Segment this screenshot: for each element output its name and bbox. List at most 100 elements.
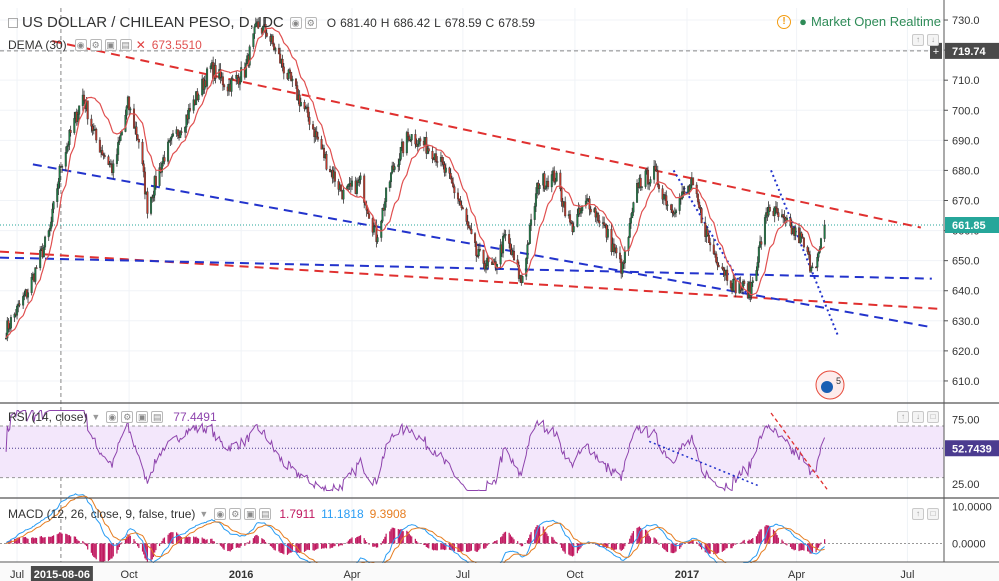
candle xyxy=(485,259,488,274)
eye-icon[interactable]: ◉ xyxy=(74,39,87,51)
source-icon[interactable]: ▣ xyxy=(136,411,149,423)
candle-body xyxy=(254,22,257,28)
candle xyxy=(35,265,38,269)
chevron-down-icon[interactable]: ▼ xyxy=(199,509,209,519)
candle-body xyxy=(39,250,42,269)
close-icon[interactable]: ✕ xyxy=(135,38,146,52)
candle xyxy=(465,207,468,225)
settings-icon[interactable]: ⚙ xyxy=(229,508,242,520)
candle xyxy=(469,225,472,231)
candle xyxy=(388,180,391,192)
candle-body xyxy=(649,179,652,184)
candle-body xyxy=(91,125,94,131)
candle-body xyxy=(214,65,217,79)
candle xyxy=(661,185,664,204)
candle xyxy=(68,129,71,151)
macd-value-3: 9.3908 xyxy=(369,507,407,521)
move-up-icon[interactable]: ↑ xyxy=(912,508,924,520)
candle-body xyxy=(152,195,155,198)
eye-icon[interactable]: ◉ xyxy=(289,16,302,29)
eye-icon[interactable]: ◉ xyxy=(106,411,119,423)
candle-body xyxy=(416,143,419,147)
candle xyxy=(594,205,597,223)
move-up-icon[interactable]: ↑ xyxy=(897,411,909,423)
candle-body xyxy=(648,182,651,185)
minimize-pane-icon[interactable]: ↓ xyxy=(927,34,939,46)
candle-body xyxy=(449,173,452,179)
candle xyxy=(402,141,405,157)
candle xyxy=(48,224,51,236)
candle-body xyxy=(709,242,712,246)
candle-body xyxy=(274,47,277,51)
candle-body xyxy=(86,100,89,120)
candle-body xyxy=(554,180,557,183)
candle xyxy=(78,105,81,120)
rsi-trendline-red xyxy=(770,412,828,490)
last-price-badge-bg xyxy=(945,217,999,234)
candle xyxy=(477,243,480,259)
settings-icon[interactable]: ⚙ xyxy=(89,39,102,51)
high-label: H xyxy=(380,15,390,30)
candle-body xyxy=(414,134,417,145)
collapse-icon[interactable] xyxy=(8,17,18,28)
rsi-background xyxy=(0,425,944,479)
candle-body xyxy=(298,94,301,107)
candle-body xyxy=(450,178,453,184)
candle-body xyxy=(192,99,195,111)
candle-body xyxy=(380,220,383,238)
candle-body xyxy=(409,139,412,142)
maximize-pane-icon[interactable]: □ xyxy=(927,508,939,520)
candle-body xyxy=(355,180,358,194)
more-icon[interactable]: ▤ xyxy=(259,508,272,520)
candle xyxy=(298,90,301,113)
maximize-pane-icon[interactable]: □ xyxy=(927,411,939,423)
candle-body xyxy=(316,136,319,140)
candle xyxy=(163,150,166,165)
candle xyxy=(467,221,470,229)
settings-icon[interactable]: ⚙ xyxy=(121,411,134,423)
candle xyxy=(453,184,456,199)
candle-body xyxy=(467,225,470,229)
candle-body xyxy=(628,223,631,238)
more-icon[interactable]: ▤ xyxy=(151,411,164,423)
candle-body xyxy=(418,138,421,145)
candle xyxy=(393,163,396,173)
candle xyxy=(135,121,138,142)
chevron-down-icon[interactable]: ▼ xyxy=(91,412,101,422)
warning-icon[interactable]: ! xyxy=(777,14,792,29)
candle xyxy=(223,83,226,91)
candle xyxy=(154,169,157,190)
candle xyxy=(528,222,531,245)
candle xyxy=(418,137,421,148)
candle xyxy=(777,208,780,221)
candle xyxy=(559,169,562,192)
candle-body xyxy=(23,294,26,297)
settings-icon[interactable]: ⚙ xyxy=(304,16,317,29)
candle xyxy=(235,71,238,85)
candle xyxy=(355,178,358,197)
candle xyxy=(185,114,188,134)
source-icon[interactable]: ▣ xyxy=(104,39,117,51)
candle-body xyxy=(782,214,785,217)
candle-body xyxy=(163,157,166,162)
source-icon[interactable]: ▣ xyxy=(244,508,257,520)
eye-icon[interactable]: ◉ xyxy=(214,508,227,520)
candle xyxy=(315,126,318,140)
time-tick-label: Oct xyxy=(566,569,583,581)
candle xyxy=(238,76,241,91)
candle-body xyxy=(340,184,343,192)
candle xyxy=(618,246,621,264)
candle xyxy=(513,245,516,261)
candle-body xyxy=(476,255,479,257)
candle xyxy=(42,245,45,258)
move-down-icon[interactable]: ↓ xyxy=(912,411,924,423)
candle-body xyxy=(477,249,480,257)
candle-body xyxy=(469,227,472,230)
candle xyxy=(351,175,354,190)
more-icon[interactable]: ▤ xyxy=(119,39,132,51)
candle xyxy=(662,193,665,206)
candle xyxy=(294,78,297,89)
maximize-pane-icon[interactable]: ↑ xyxy=(912,34,924,46)
candle xyxy=(363,173,366,209)
